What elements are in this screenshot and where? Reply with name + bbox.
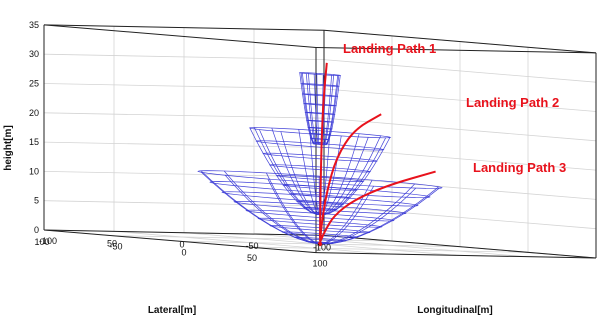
landing-path-3 [319,170,436,243]
funnel-spoke [309,133,320,215]
axes-box-edge [323,234,597,259]
z-tick-label: 15 [29,137,39,147]
y-axis-label: Lateral[m] [148,305,196,316]
funnel-spoke [323,75,332,145]
x-tick-label: -100 [39,236,57,246]
funnel-spoke [224,174,319,245]
funnel-surface [298,72,342,146]
z-tick-label: 5 [34,196,39,206]
funnel-spoke [305,73,317,145]
x-axis-label: Longitudinal[m] [417,305,493,316]
landing-path-2 [319,113,382,242]
annotation-landing-path-1: Landing Path 1 [343,41,436,56]
funnel-ring [300,83,340,87]
funnel-ring [262,152,378,162]
landing-paths [317,62,436,247]
axes-box-edge [43,229,325,236]
funnel-spoke [320,185,374,245]
y-tick-label: 50 [107,238,117,248]
funnel-spoke [223,170,319,245]
funnel-spoke [300,72,315,145]
landing-path-1 [319,62,328,239]
axes-box-edge [43,24,325,31]
x-tick-label: 0 [181,247,186,257]
y-tick-label: 0 [179,240,184,250]
z-tick-label: 30 [29,49,39,59]
axes-box [43,24,597,259]
x-tick-label: 100 [312,259,327,269]
annotation-landing-path-2: Landing Path 2 [466,95,559,110]
funnel-spoke [316,73,320,145]
axes-box-edge [323,29,597,54]
funnel-spoke [322,137,369,216]
annotation-landing-path-3: Landing Path 3 [473,160,566,175]
funnel-spoke [313,74,319,145]
z-tick-label: 10 [29,166,39,176]
funnel-spoke [325,75,340,145]
z-tick-label: 25 [29,79,39,89]
funnel-spoke [325,75,339,146]
funnel-spoke [267,178,320,245]
floor-gridline [113,230,387,255]
funnel-rim [248,127,392,139]
funnel-spoke [321,183,416,245]
funnel-spoke [266,172,320,245]
funnel-spoke [301,72,315,145]
funnel-spoke [321,188,440,245]
landing-point-marker [317,241,323,247]
funnel-spoke [299,72,315,145]
tick-labels: 0 5 10 15 20 25 30 35 -100 -50 0 50 100 100 50 0 -50 -100 [29,20,331,269]
funnel-spoke [325,75,341,146]
axes-box-edge [43,229,317,254]
z-axis-label: height[m] [3,125,14,171]
funnel-spoke [323,74,335,145]
funnel-spoke [280,131,319,215]
x-tick-label: 50 [247,253,257,263]
funnel-rim [298,72,342,76]
funnel-spoke [200,170,319,245]
axes-box-edge [315,252,597,259]
y-tick-label: -100 [313,242,331,252]
z-tick-label: 0 [34,225,39,235]
y-tick-label: -50 [245,241,258,251]
x-tick-label: -50 [109,242,122,252]
funnel-spoke [308,72,317,145]
axes-box-edge [43,24,317,48]
funnel-spoke [321,187,417,245]
z-tick-label: 35 [29,20,39,30]
z-tick-label: 20 [29,108,39,118]
axes-box-edge [315,47,597,54]
y-tick-label: 100 [34,237,49,247]
